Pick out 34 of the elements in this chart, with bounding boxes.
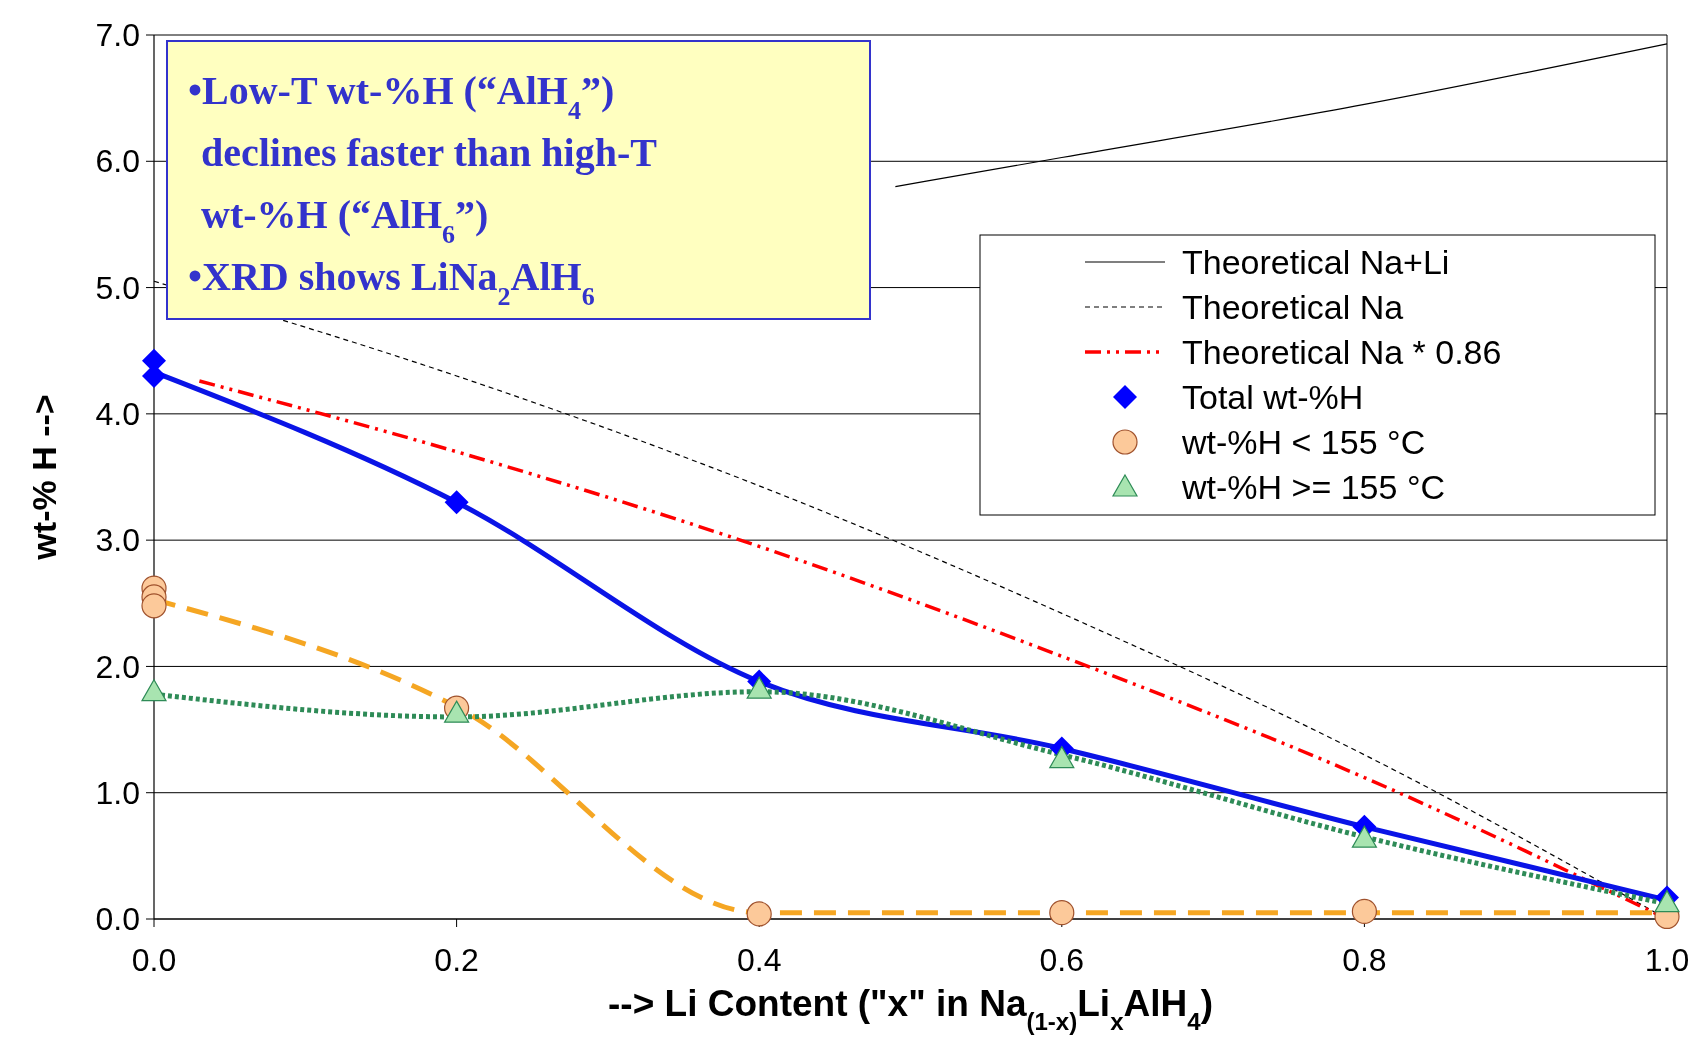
point [746, 901, 772, 927]
y-tick-label: 6.0 [95, 143, 140, 180]
annotation: •XRD shows LiNa$_{2}$AlH$_{6}$ [188, 254, 595, 311]
legend-label: Theoretical Na [1182, 287, 1404, 326]
point [444, 490, 469, 515]
x-axis-title: --> Li Content ("x" in Na$_{(1-x)}$Li$_{x}$AlH$_{4}$) [608, 983, 1213, 1035]
legend-label: Theoretical Na * 0.86 [1182, 332, 1502, 371]
y-axis-title: wt-% H --> [25, 394, 63, 561]
y-tick-label: 7.0 [95, 17, 140, 54]
y-tick-label: 0.0 [95, 901, 140, 938]
y-tick-label: 2.0 [95, 648, 140, 685]
point [141, 679, 167, 702]
legend-label: Total wt-%H [1182, 377, 1364, 416]
y-tick-label: 1.0 [95, 774, 140, 811]
point [1351, 898, 1377, 925]
point [141, 593, 167, 619]
point [1049, 746, 1075, 769]
legend-label: wt-%H >= 155 °C [1181, 467, 1446, 506]
point [444, 700, 470, 723]
x-tick-label: 0.0 [131, 942, 177, 978]
y-tick-label: 3.0 [95, 522, 140, 559]
y-tick-label: 4.0 [95, 396, 140, 433]
annotation: •Low-T wt-%H (“AlH$_{4}$”) declines faster than high-T wt-%H (“AlH$_{6}$”) [188, 68, 658, 249]
x-tick-label: 0.4 [736, 942, 782, 978]
legend-label: wt-%H < 155 °C [1181, 422, 1426, 461]
x-tick-label: 1.0 [1644, 942, 1690, 978]
point [746, 676, 772, 699]
y-tick-label: 5.0 [95, 269, 140, 306]
x-tick-label: 0.8 [1342, 942, 1387, 978]
point [1049, 900, 1075, 926]
legend-label: Theoretical Na+Li [1182, 242, 1450, 281]
x-tick-label: 0.2 [434, 942, 479, 978]
x-tick-label: 0.6 [1039, 942, 1085, 978]
point [1351, 825, 1377, 848]
